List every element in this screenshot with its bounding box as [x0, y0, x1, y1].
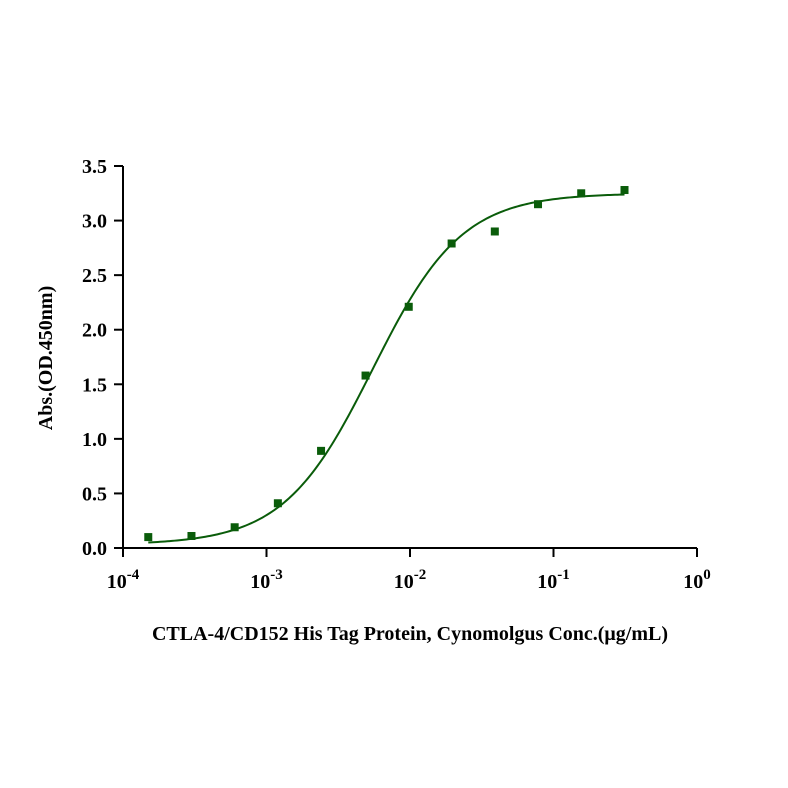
data-point	[230, 523, 239, 532]
y-tick-label: 0.5	[82, 483, 107, 505]
x-axis-title: CTLA-4/CD152 His Tag Protein, Cynomolgus…	[152, 623, 668, 645]
fit-curve	[148, 193, 625, 544]
data-point	[404, 302, 413, 311]
x-tick-label: 10-2	[394, 567, 427, 593]
y-tick-label: 3.0	[82, 211, 107, 233]
y-tick-label: 2.5	[82, 265, 107, 287]
x-tick-label: 10-3	[250, 567, 283, 593]
y-tick-label: 2.0	[82, 320, 107, 342]
data-points	[144, 186, 629, 542]
x-axis-ticks: 10-4 10-3 10-2 10-1 100	[107, 548, 711, 593]
data-point	[317, 446, 326, 455]
y-tick-label: 3.5	[82, 156, 107, 178]
y-tick-label: 1.0	[82, 429, 107, 451]
data-point	[361, 371, 370, 380]
y-tick-label: 0.0	[82, 538, 107, 560]
axes	[122, 166, 697, 549]
x-tick-label: 10-4	[107, 567, 140, 593]
data-point	[447, 239, 456, 248]
y-axis-title: Abs.(OD.450nm)	[35, 286, 57, 430]
data-point	[490, 227, 499, 236]
data-point	[187, 531, 196, 540]
data-point	[577, 189, 586, 198]
x-tick-label: 100	[683, 567, 711, 593]
y-tick-label: 1.5	[82, 374, 107, 396]
data-point	[534, 200, 543, 209]
x-tick-label: 10-1	[537, 567, 570, 593]
data-point	[144, 533, 153, 542]
data-point	[273, 499, 282, 508]
data-point	[620, 186, 629, 195]
y-axis-ticks: 0.0 0.5 1.0 1.5 2.0 2.5 3.0 3.5	[82, 156, 123, 560]
